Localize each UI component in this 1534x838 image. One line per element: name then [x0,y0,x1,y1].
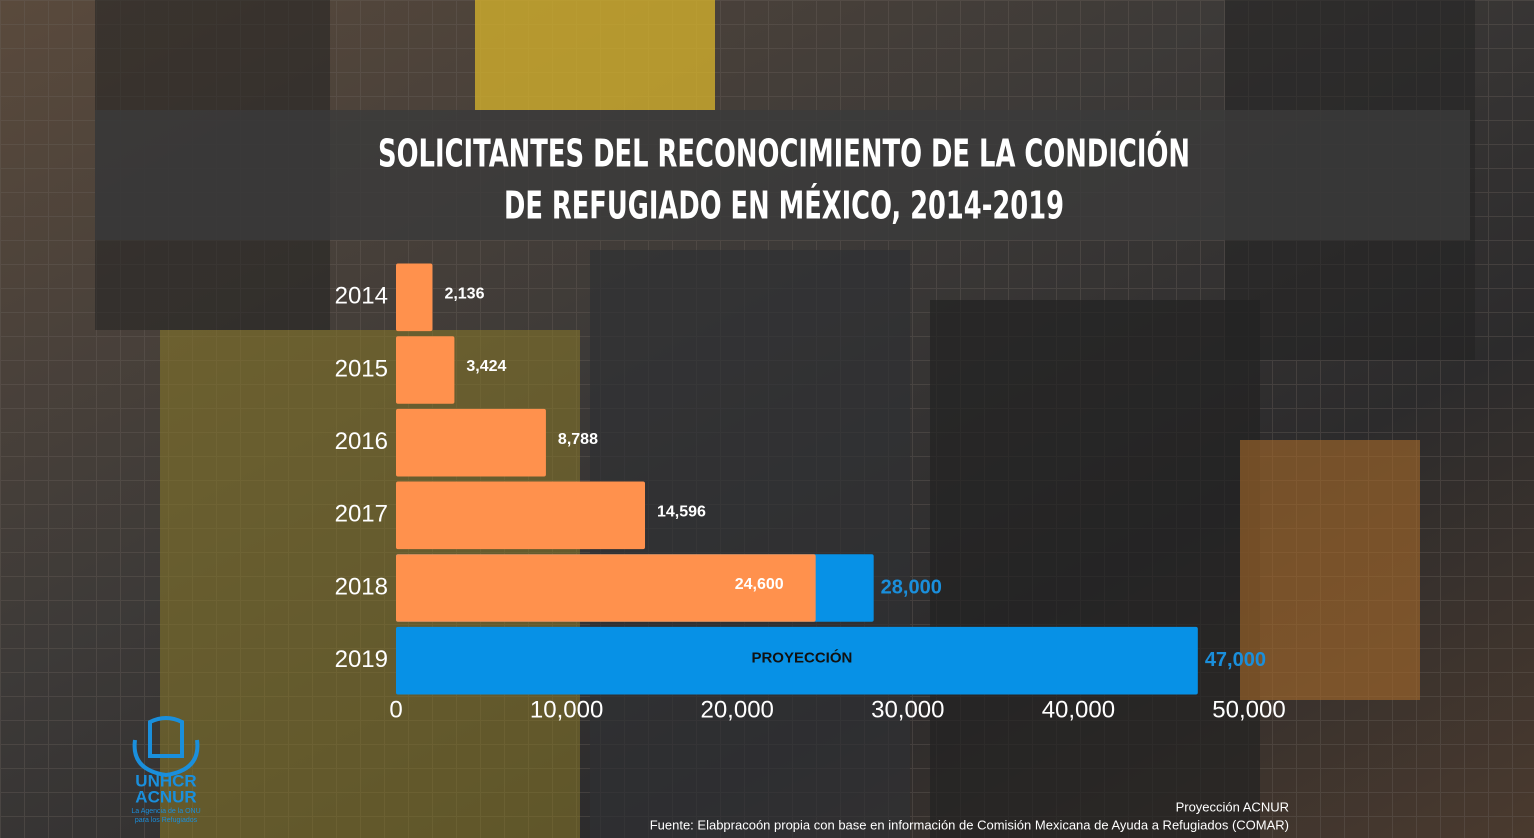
bar [396,554,816,622]
y-tick-label: 2019 [335,646,388,673]
data-label: 3,424 [466,358,506,375]
data-label: 24,600 [735,576,784,593]
logo-text: ACNUR [135,787,196,806]
title-line: SOLICITANTES DEL RECONOCIMIENTO DE LA CO… [378,132,1190,176]
data-label: 28,000 [881,576,942,598]
title: SOLICITANTES DEL RECONOCIMIENTO DE LA CO… [378,132,1190,228]
data-label: 2,136 [444,286,484,303]
data-label: 8,788 [558,431,598,448]
y-tick-label: 2018 [335,573,388,600]
x-tick-label: 0 [389,696,402,723]
background-bag [1240,440,1420,700]
source-note: Fuente: Elabpracoón propia con base en i… [650,817,1289,832]
x-tick-label: 30,000 [871,696,944,723]
background-poster [475,0,715,110]
y-tick-label: 2015 [335,355,388,382]
x-tick-label: 20,000 [700,696,773,723]
note: Proyección ACNUR [1176,799,1289,814]
logo-tagline: para los Refugiados [135,817,198,824]
logo-tagline: La Agencia de la ONU [131,808,200,815]
background-figure [930,300,1260,838]
logo-emblem [132,716,200,778]
title-band [95,110,1470,240]
data-label: 47,000 [1205,649,1266,671]
x-tick-label: 50,000 [1212,696,1285,723]
logo: UNHCR ACNUR La Agencia de la ONU para lo… [131,716,201,824]
y-tick-label: 2017 [335,501,388,528]
x-tick-label: 10,000 [530,696,603,723]
bar [396,336,455,404]
y-tick-label: 2014 [335,283,388,310]
bar [396,263,433,332]
y-tick-label: 2016 [335,428,388,455]
notes: Proyección ACNUR Fuente: Elabpracoón pro… [650,799,1289,832]
bar [396,626,1198,695]
bar [396,481,646,550]
data-label: 14,596 [657,504,706,521]
logo-text: UNHCR [135,771,196,790]
title-line: DE REFUGIADO EN MÉXICO, 2014-2019 [504,184,1064,228]
plot: 0 10,000 20,000 30,000 40,000 50,000 2014 2015 2… [335,263,1286,723]
bar-label: PROYECCIÓN [751,649,852,667]
x-tick-label: 40,000 [1042,696,1115,723]
bar [396,408,546,477]
